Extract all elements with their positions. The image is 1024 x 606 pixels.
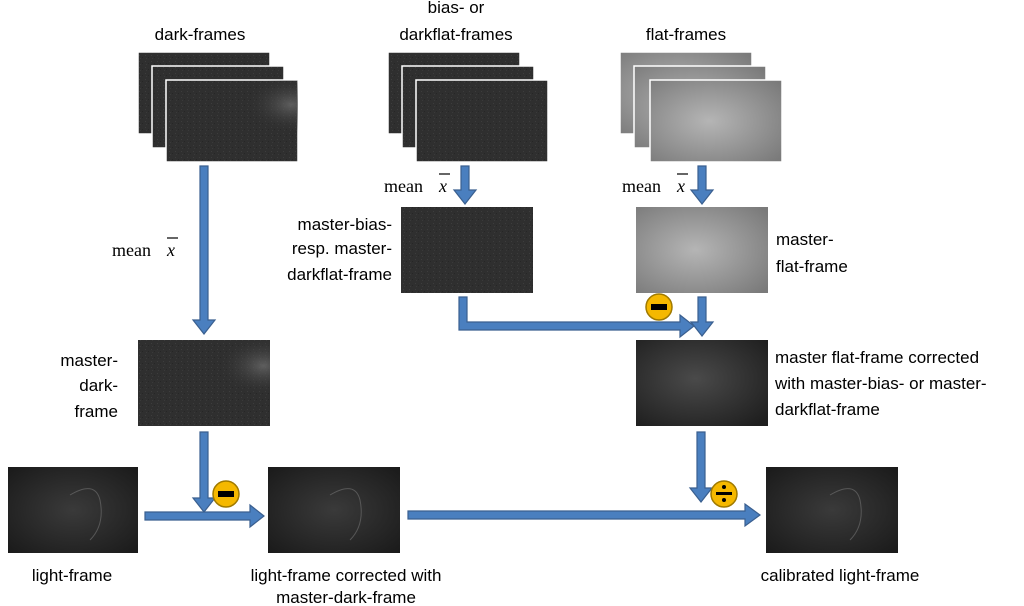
arrow-bias-to-master [452,165,478,205]
subtract-operator-dark [212,480,240,508]
mean-label-dark: mean x [112,237,178,260]
mean-label-bias: mean x [384,173,450,196]
bias-frames-label-line1: bias- or [428,0,485,17]
light-frame-label: light-frame [32,566,112,585]
master-bias-label-line3: darkflat-frame [287,265,392,284]
light-frame-image [8,467,138,553]
arrow-bias-to-flat-correction [458,296,695,339]
svg-text:x: x [676,176,685,196]
arrow-corrected-to-calibrated [407,502,762,528]
mean-label-flat: mean x [622,173,688,196]
svg-text:x: x [438,176,447,196]
arrow-dark-to-master [191,165,217,335]
corrected-flat-frame [636,340,768,426]
arrow-flat-to-master [689,165,715,205]
master-flat-label-line1: master- [776,230,834,249]
light-corrected-label-line2: master-dark-frame [276,588,416,606]
bias-frames-stack [387,51,549,163]
svg-text:mean: mean [622,176,661,196]
master-bias-label-line2: resp. master- [292,239,392,258]
arrow-light-to-corrected [144,503,265,529]
master-dark-label-line1: master- [60,351,118,370]
dark-frames-label: dark-frames [155,25,246,44]
corrected-flat-label-line2: with master-bias- or master- [774,374,987,393]
corrected-flat-label-line3: darkflat-frame [775,400,880,419]
dark-frames-stack [137,51,299,163]
master-dark-frame [138,340,270,426]
calibrated-image [766,467,898,553]
master-bias-label-line1: master-bias- [298,215,392,234]
arrow-corrected-flat-to-calibrated [688,431,714,503]
master-flat-frame [636,207,768,293]
svg-text:mean: mean [112,240,151,260]
arrow-master-dark-to-light [191,431,217,513]
divide-operator [710,480,738,508]
master-dark-label-line3: frame [75,402,118,421]
subtract-operator-bias [645,293,673,321]
light-corrected-image [268,467,400,553]
master-bias-frame [401,207,533,293]
svg-text:x: x [166,240,175,260]
corrected-flat-label-line1: master flat-frame corrected [775,348,979,367]
master-flat-label-line2: flat-frame [776,257,848,276]
bias-frames-label-line2: darkflat-frames [399,25,512,44]
calibrated-label: calibrated light-frame [761,566,920,585]
flat-frames-stack [619,51,783,163]
light-corrected-label-line1: light-frame corrected with [251,566,442,585]
master-dark-label-line2: dark- [79,376,118,395]
arrow-master-flat-to-corrected [689,296,715,337]
svg-text:mean: mean [384,176,423,196]
flat-frames-label: flat-frames [646,25,726,44]
